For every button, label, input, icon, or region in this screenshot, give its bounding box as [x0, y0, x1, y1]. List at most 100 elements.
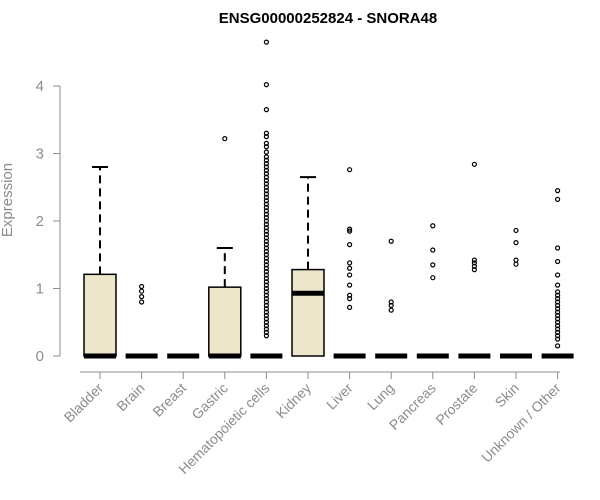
outlier-point	[263, 296, 269, 302]
outlier-point	[347, 282, 353, 288]
outlier-point	[263, 177, 269, 184]
outlier-point	[263, 82, 269, 88]
outlier-point	[513, 227, 519, 234]
outlier-point	[554, 302, 561, 308]
box-skin	[500, 227, 532, 359]
outlier-point	[263, 289, 269, 295]
outlier-point	[471, 267, 477, 273]
outlier-point	[263, 228, 269, 234]
outlier-point	[347, 272, 353, 278]
outlier-point	[263, 164, 269, 170]
outlier-point	[263, 198, 269, 204]
iqr-box	[291, 268, 325, 357]
outlier-point	[554, 319, 561, 325]
outlier-point	[554, 289, 561, 295]
x-tick-label: Brain	[113, 380, 147, 414]
outlier-point	[263, 167, 269, 173]
box-pancreas	[416, 223, 449, 359]
outlier-point	[471, 263, 477, 269]
outlier-point	[347, 226, 353, 232]
outlier-point	[554, 306, 561, 312]
outlier-point	[263, 194, 269, 200]
outlier-point	[263, 333, 269, 339]
outlier-point	[263, 285, 269, 292]
x-tick-label: Kidney	[273, 380, 315, 422]
box-hematopoietic-cells	[250, 39, 283, 359]
outlier-point	[263, 157, 269, 163]
outlier-point	[263, 275, 269, 281]
outlier-point	[388, 307, 394, 313]
x-tick-label: Skin	[492, 380, 523, 411]
box-gastric	[208, 136, 242, 359]
outlier-point	[471, 161, 477, 167]
outlier-point	[347, 260, 353, 266]
outlier-point	[430, 262, 436, 268]
outlier-point	[554, 309, 561, 315]
outlier-point	[263, 130, 269, 136]
x-tick-label: Lung	[364, 380, 397, 413]
outlier-point	[263, 319, 269, 325]
outlier-point	[263, 231, 269, 238]
chart-title: ENSG00000252824 - SNORA48	[219, 10, 437, 27]
x-tick-label: Liver	[323, 380, 356, 413]
outlier-point	[263, 279, 269, 285]
outlier-point	[263, 255, 269, 261]
outlier-point	[263, 161, 269, 167]
outlier-point	[554, 196, 561, 202]
outlier-point	[347, 292, 353, 298]
outlier-point	[263, 174, 269, 180]
outlier-point	[139, 283, 145, 290]
y-tick-label: 2	[36, 213, 44, 230]
outlier-point	[263, 272, 269, 278]
outlier-point	[554, 336, 561, 342]
outlier-point	[347, 228, 353, 234]
outlier-point	[263, 248, 269, 254]
outlier-point	[139, 299, 145, 305]
outlier-point	[263, 218, 269, 224]
outlier-point	[263, 171, 269, 177]
outlier-point	[263, 323, 269, 329]
outlier-point	[347, 265, 353, 271]
outlier-point	[263, 144, 269, 150]
outlier-point	[513, 240, 519, 246]
box-lung	[375, 238, 408, 359]
outlier-point	[263, 252, 269, 258]
outlier-point	[263, 221, 269, 227]
outlier-point	[222, 136, 228, 142]
outlier-point	[263, 316, 269, 322]
y-tick-label: 1	[36, 281, 44, 298]
outlier-point	[263, 107, 269, 113]
outlier-point	[430, 223, 436, 229]
outlier-point	[347, 242, 353, 248]
outlier-point	[388, 299, 394, 305]
x-tick-label: Breast	[149, 380, 189, 420]
box-unknown-other	[541, 188, 574, 359]
outlier-point	[554, 329, 561, 335]
outlier-point	[263, 191, 269, 197]
outlier-point	[263, 154, 269, 160]
outlier-point	[554, 343, 561, 349]
outlier-point	[554, 326, 561, 332]
outlier-point	[554, 272, 561, 278]
outlier-point	[554, 245, 561, 251]
outlier-point	[263, 204, 269, 211]
outlier-point	[388, 238, 394, 244]
outlier-point	[139, 294, 145, 300]
outlier-point	[263, 211, 269, 217]
outlier-point	[263, 225, 269, 231]
outlier-point	[139, 288, 145, 294]
outlier-point	[263, 292, 269, 298]
outlier-point	[263, 188, 269, 194]
outlier-point	[347, 296, 353, 302]
outlier-point	[554, 282, 561, 288]
y-axis-label: Expression	[0, 163, 16, 237]
outlier-point	[263, 245, 269, 251]
iqr-box	[208, 286, 242, 357]
outlier-point	[263, 309, 269, 315]
outlier-point	[388, 302, 394, 308]
outlier-point	[554, 323, 561, 329]
outlier-point	[263, 39, 269, 45]
outlier-point	[263, 149, 269, 155]
